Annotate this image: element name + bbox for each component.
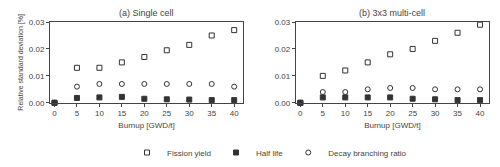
svg-text:Relative standard deviation [%: Relative standard deviation [%]: [17, 14, 25, 111]
svg-text:(b) 3x3 multi-cell: (b) 3x3 multi-cell: [359, 8, 425, 18]
svg-text:40: 40: [230, 109, 239, 118]
svg-text:15: 15: [117, 109, 126, 118]
svg-text:0: 0: [298, 109, 303, 118]
svg-text:Half life: Half life: [256, 149, 283, 158]
svg-text:0.00: 0.00: [29, 99, 45, 108]
svg-text:0.03: 0.03: [275, 18, 291, 27]
svg-text:5: 5: [321, 109, 326, 118]
svg-text:5: 5: [75, 109, 80, 118]
svg-text:0.02: 0.02: [29, 45, 45, 54]
svg-text:15: 15: [363, 109, 372, 118]
svg-text:10: 10: [341, 109, 350, 118]
svg-text:0: 0: [52, 109, 57, 118]
svg-text:0.01: 0.01: [275, 72, 291, 81]
svg-text:0.02: 0.02: [275, 45, 291, 54]
svg-text:Decay branching ratio: Decay branching ratio: [328, 149, 406, 158]
svg-text:30: 30: [431, 109, 440, 118]
svg-text:25: 25: [408, 109, 417, 118]
svg-text:25: 25: [162, 109, 171, 118]
svg-text:Burnup [GWD/t]: Burnup [GWD/t]: [364, 121, 420, 130]
svg-text:40: 40: [476, 109, 485, 118]
svg-text:(a) Single cell: (a) Single cell: [119, 8, 174, 18]
svg-text:0.00: 0.00: [275, 99, 291, 108]
svg-text:10: 10: [95, 109, 104, 118]
svg-text:35: 35: [207, 109, 216, 118]
svg-text:30: 30: [185, 109, 194, 118]
svg-text:35: 35: [453, 109, 462, 118]
svg-text:Fission yield: Fission yield: [167, 149, 211, 158]
svg-text:Burnup [GWD/t]: Burnup [GWD/t]: [118, 121, 174, 130]
svg-text:0.03: 0.03: [29, 18, 45, 27]
svg-text:20: 20: [140, 109, 149, 118]
svg-text:0.01: 0.01: [29, 72, 45, 81]
svg-text:20: 20: [386, 109, 395, 118]
